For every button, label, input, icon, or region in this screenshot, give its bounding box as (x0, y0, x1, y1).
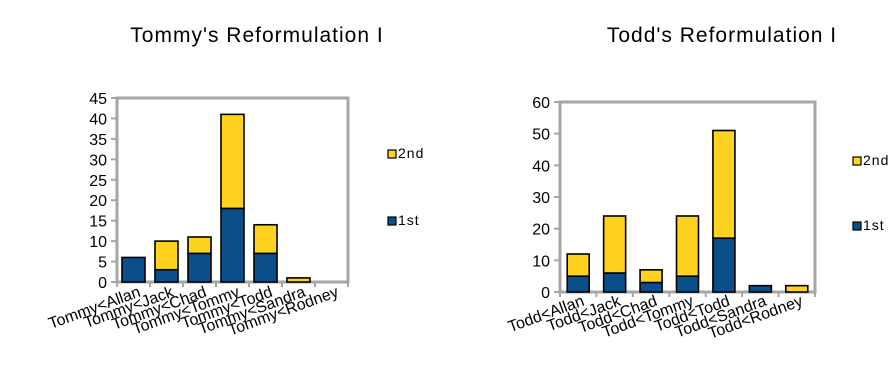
legend-swatch (387, 149, 397, 159)
bar-segment-1st (220, 207, 245, 283)
bar-segment-2nd (712, 129, 736, 239)
y-tick-label: 30 (532, 190, 550, 207)
bar-segment-2nd (784, 284, 809, 293)
legend-label: 2nd (398, 145, 424, 161)
y-tick-label: 50 (532, 127, 550, 144)
y-tick-label: 5 (98, 255, 107, 272)
chart-2: Todd's Reformulation I0102030405060Todd<… (506, 24, 889, 343)
y-tick-label: 35 (89, 132, 107, 149)
y-tick-label: 0 (98, 275, 107, 292)
legend-label: 1st (863, 217, 885, 233)
chart-1: Tommy's Reformulation I 0 5 10 15 20 25 30 35 40 4… (46, 24, 424, 339)
bar-segment-1st (253, 252, 278, 283)
y-tick-label: 45 (89, 91, 107, 108)
y-tick-label: 10 (89, 234, 107, 251)
bar-segment-2nd (566, 253, 591, 277)
bar-segment-2nd (253, 223, 278, 255)
bar-segment-2nd (675, 215, 700, 277)
bar-segment-2nd (220, 113, 245, 210)
chart-title: Todd's Reformulation I (607, 24, 837, 47)
y-tick-label: 20 (532, 222, 550, 239)
bar-segment-2nd (639, 269, 663, 284)
legend-item: 2nd (387, 145, 424, 161)
y-tick-label: 10 (532, 253, 550, 270)
legend-swatch (387, 216, 397, 226)
legend-item: 2nd (852, 152, 889, 168)
bar-segment-2nd (602, 215, 627, 274)
bar-segment-1st (602, 272, 627, 293)
bar-segment-1st (639, 281, 663, 293)
bar-segment-1st (712, 237, 736, 293)
y-tick-label: 30 (89, 152, 107, 169)
legend-label: 2nd (863, 152, 889, 168)
y-tick-label: 15 (89, 214, 107, 231)
bar-segment-1st (748, 284, 773, 293)
y-tick-label: 25 (89, 173, 107, 190)
y-tick-label: 40 (532, 158, 550, 175)
bar-segment-1st (121, 256, 146, 283)
bar-segment-2nd (187, 236, 212, 255)
bar-segment-2nd (154, 240, 179, 271)
y-tick-label: 0 (541, 285, 550, 302)
legend-item: 1st (852, 217, 885, 233)
y-tick-label: 40 (89, 111, 107, 128)
bar-segment-1st (566, 275, 591, 293)
y-tick-label: 60 (532, 95, 550, 112)
legend-label: 1st (398, 212, 420, 228)
bar-segment-1st (154, 268, 179, 283)
legend-swatch (852, 156, 862, 166)
bar-segment-1st (675, 275, 700, 293)
bar-segment-2nd (286, 277, 311, 283)
chart-title: Tommy's Reformulation I (130, 24, 383, 47)
legend-item: 1st (387, 212, 420, 228)
bar-segment-1st (187, 252, 212, 283)
y-tick-label: 20 (89, 193, 107, 210)
legend-swatch (852, 221, 862, 231)
